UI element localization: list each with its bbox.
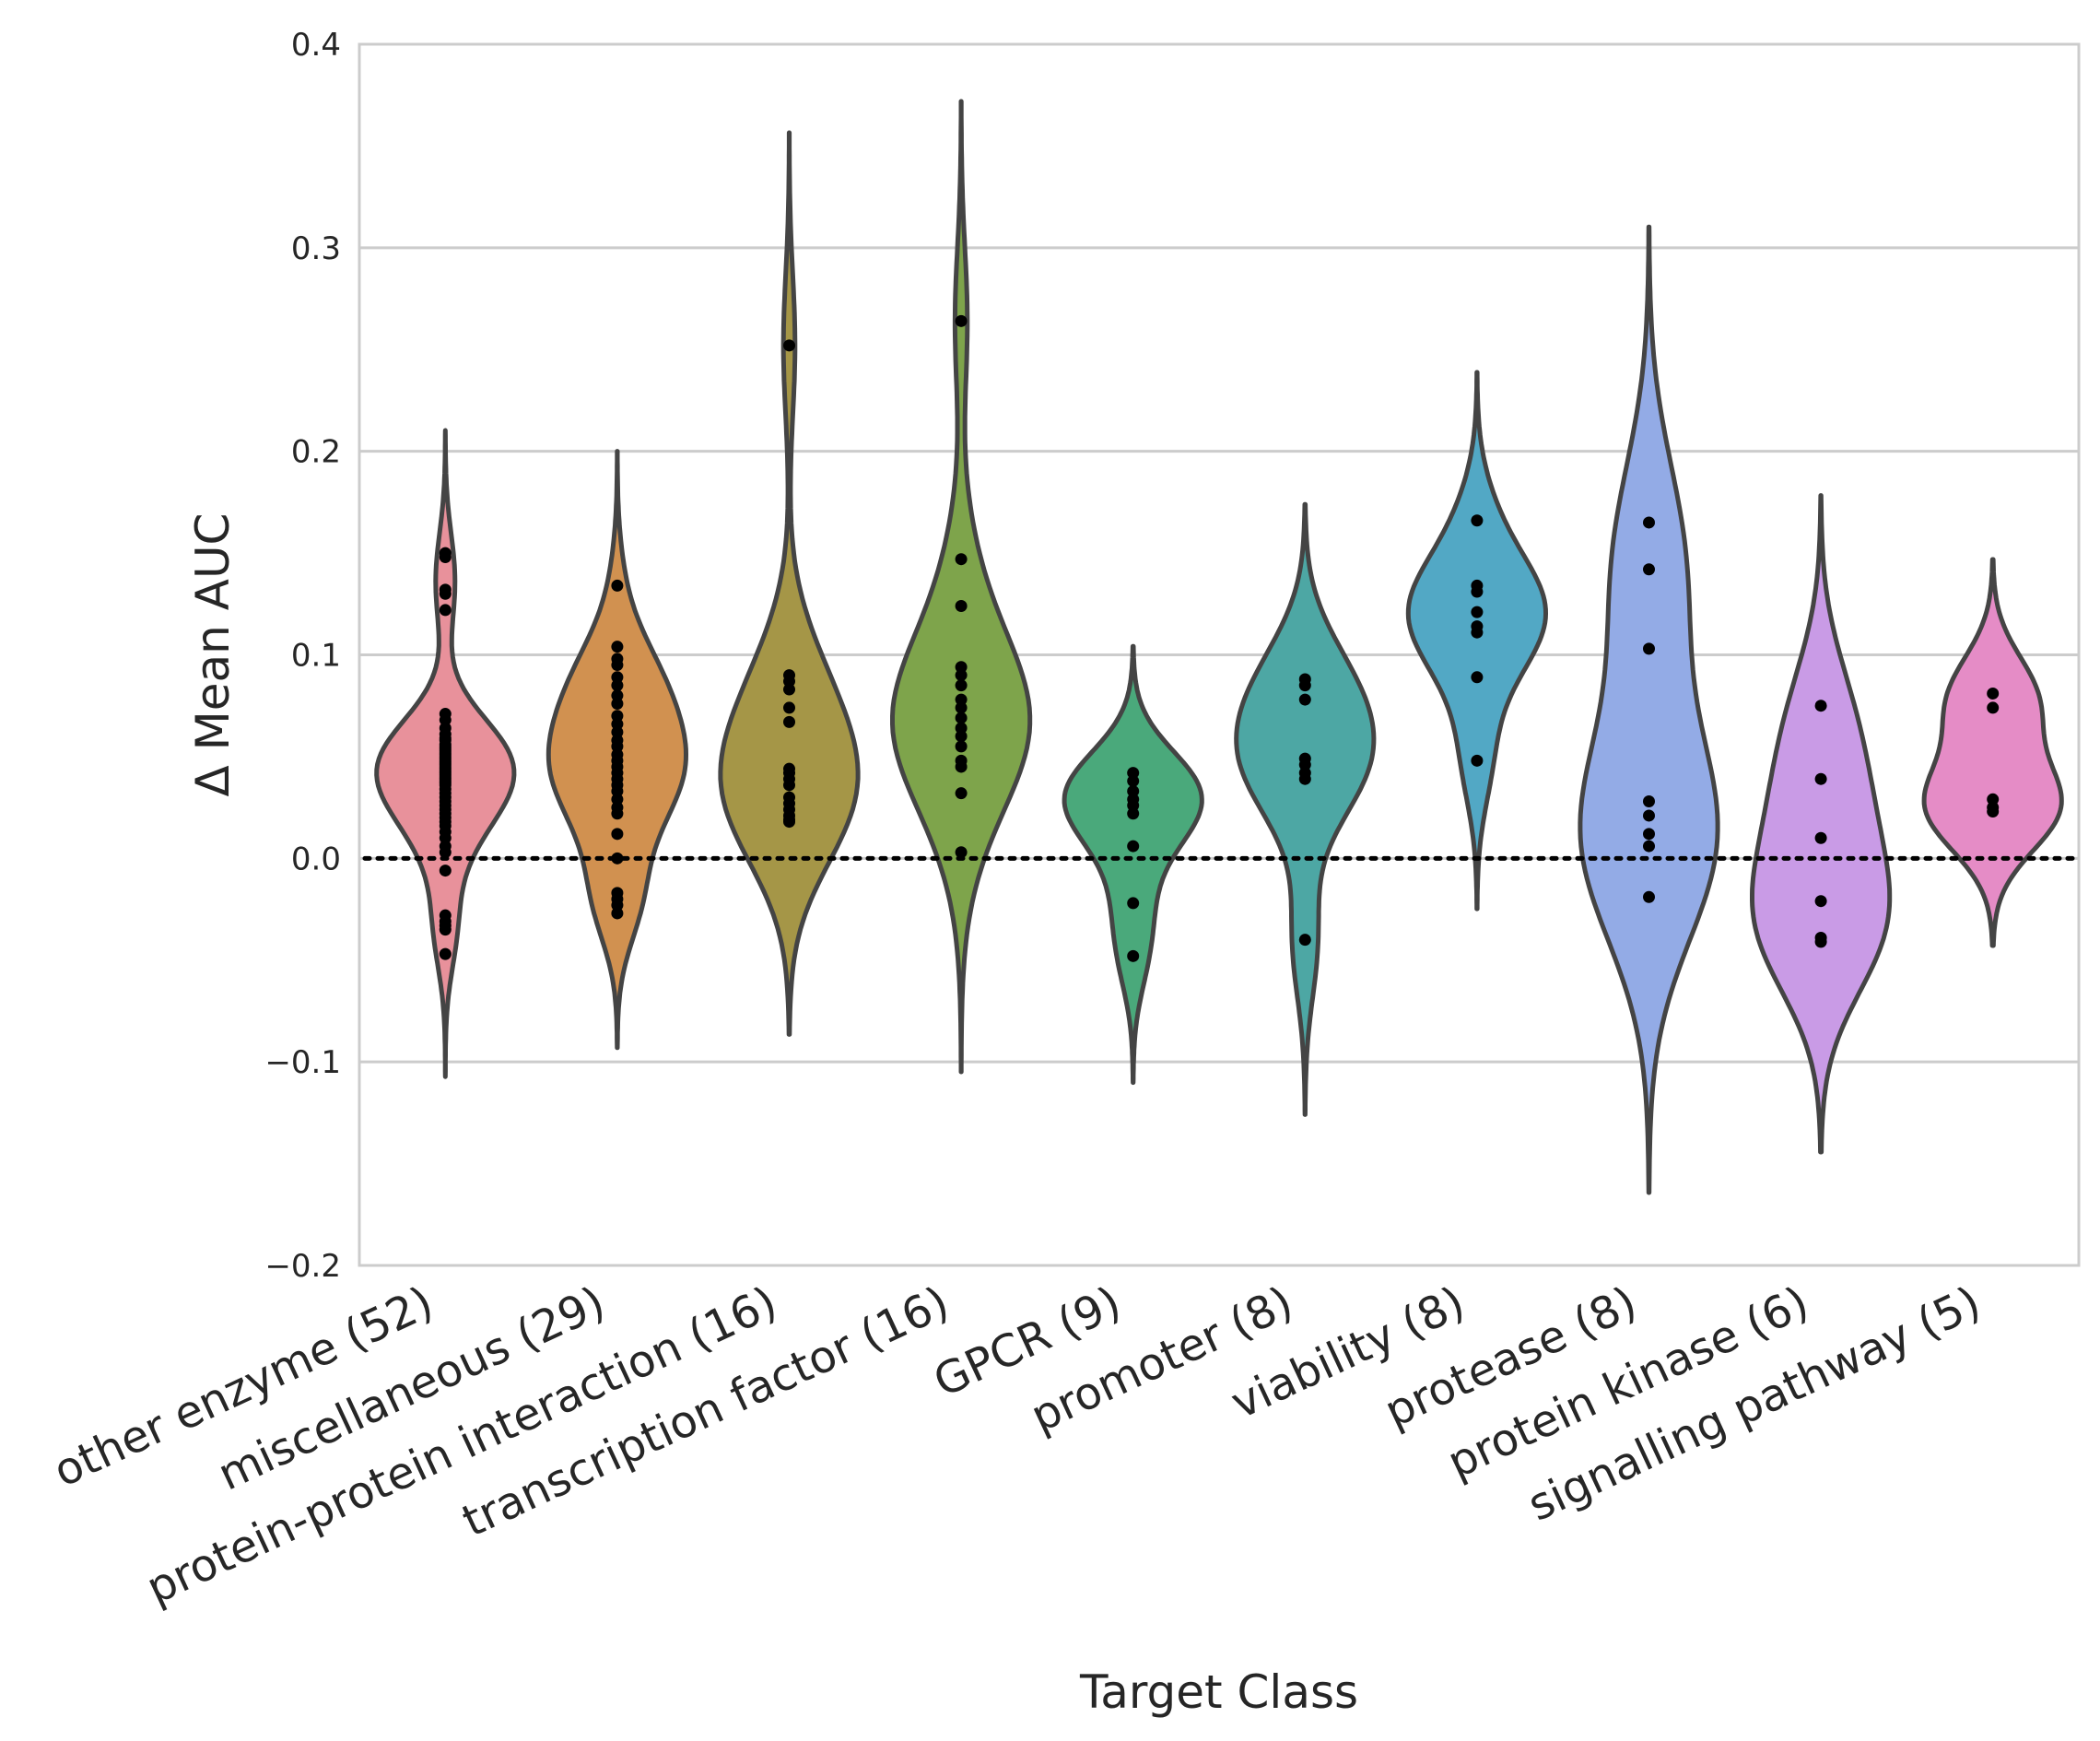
data-point — [1643, 890, 1655, 903]
data-point — [1298, 772, 1311, 785]
data-point — [1298, 693, 1311, 706]
data-point — [955, 760, 968, 773]
data-point — [1987, 687, 2000, 700]
data-point — [1127, 949, 1140, 962]
data-point — [439, 587, 452, 600]
x-axis-label: Target Class — [1079, 1665, 1358, 1719]
data-point — [611, 579, 624, 592]
data-point — [611, 828, 624, 841]
data-point — [1471, 626, 1484, 639]
data-point — [783, 779, 795, 792]
violin-5 — [1234, 501, 1377, 1117]
y-tick-label: 0.0 — [291, 841, 341, 877]
data-point — [955, 669, 968, 682]
y-tick-label: 0.2 — [291, 434, 341, 471]
data-point — [783, 701, 795, 714]
y-tick-label: −0.2 — [264, 1248, 341, 1285]
data-point — [1643, 795, 1655, 807]
data-point — [1643, 516, 1655, 529]
data-point — [1471, 585, 1484, 598]
data-point — [439, 551, 452, 563]
data-point — [1127, 774, 1140, 787]
data-point — [1643, 563, 1655, 576]
data-point — [1814, 700, 1827, 712]
data-point — [955, 712, 968, 724]
violin-4 — [1062, 643, 1204, 1086]
data-point — [955, 787, 968, 800]
data-point — [1814, 935, 1827, 948]
data-point — [439, 604, 452, 617]
data-point — [1471, 671, 1484, 684]
data-point — [955, 679, 968, 692]
y-tick-label: −0.1 — [264, 1044, 341, 1081]
data-point — [955, 600, 968, 612]
x-tick-labels: other enzyme (52)miscellaneous (29)prote… — [46, 1276, 1989, 1615]
plot-frame — [358, 42, 2081, 1267]
violin-3 — [890, 99, 1033, 1075]
data-point — [1298, 934, 1311, 947]
data-point — [955, 740, 968, 753]
data-point — [611, 807, 624, 820]
data-point — [611, 659, 624, 672]
data-point — [1987, 806, 2000, 818]
y-tick-label: 0.1 — [291, 638, 341, 675]
data-point — [955, 314, 968, 327]
data-point — [1814, 772, 1827, 785]
data-point — [783, 816, 795, 829]
y-tick-labels: −0.2 −0.1 0.0 0.1 0.2 0.3 0.4 — [264, 27, 341, 1285]
points-layer — [439, 314, 2000, 962]
data-point — [1471, 754, 1484, 767]
data-point — [439, 947, 452, 960]
data-point — [439, 923, 452, 936]
data-point — [611, 907, 624, 920]
data-point — [611, 641, 624, 653]
data-point — [611, 852, 624, 865]
data-point — [1643, 840, 1655, 853]
data-point — [1127, 897, 1140, 910]
data-point — [1643, 642, 1655, 655]
data-point — [783, 339, 795, 352]
data-point — [1814, 831, 1827, 844]
data-point — [955, 701, 968, 714]
data-point — [783, 683, 795, 696]
y-tick-label: 0.3 — [291, 230, 341, 267]
violin-9 — [1921, 557, 2064, 948]
data-point — [1471, 514, 1484, 527]
data-point — [783, 715, 795, 728]
violin-layer — [374, 99, 2064, 1195]
data-point — [1127, 807, 1140, 820]
data-point — [1471, 606, 1484, 618]
data-point — [955, 846, 968, 859]
data-point — [1814, 895, 1827, 908]
data-point — [1643, 809, 1655, 822]
data-point — [955, 730, 968, 743]
data-point — [1298, 679, 1311, 692]
y-axis-label: Δ Mean AUC — [186, 513, 240, 797]
violin-6 — [1405, 370, 1548, 912]
data-point — [1987, 701, 2000, 714]
violin-7 — [1578, 224, 1720, 1195]
violin-8 — [1750, 493, 1893, 1155]
data-point — [1127, 840, 1140, 853]
violin-2 — [718, 130, 861, 1037]
data-point — [439, 846, 452, 859]
y-tick-label: 0.4 — [291, 27, 341, 64]
data-point — [955, 553, 968, 566]
data-point — [1643, 828, 1655, 841]
data-point — [439, 865, 452, 877]
data-point — [611, 698, 624, 710]
data-point — [611, 679, 624, 692]
